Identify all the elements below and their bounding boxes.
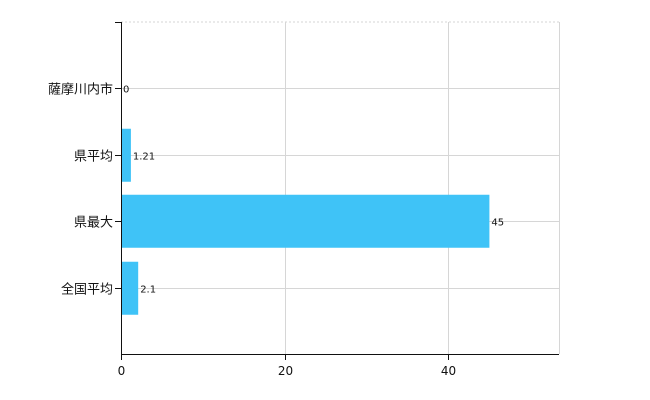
bar-layer xyxy=(121,128,490,315)
grid-layer xyxy=(121,21,560,354)
axis-layer xyxy=(115,22,559,360)
x-tick-label: 20 xyxy=(278,364,293,378)
x-tick-label: 40 xyxy=(441,364,456,378)
bar-県平均 xyxy=(121,128,131,182)
bar-全国平均 xyxy=(121,261,139,315)
x-tick-label: 0 xyxy=(118,364,126,378)
data-label: 45 xyxy=(491,217,504,228)
data-label: 0 xyxy=(123,84,129,95)
data-label: 1.21 xyxy=(133,151,155,162)
category-label: 全国平均 xyxy=(61,281,113,297)
category-label: 県最大 xyxy=(74,215,113,230)
data-label: 2.1 xyxy=(140,284,156,295)
category-label: 県平均 xyxy=(74,149,113,164)
category-label: 薩摩川内市 xyxy=(48,81,113,97)
bar-県最大 xyxy=(121,194,490,248)
